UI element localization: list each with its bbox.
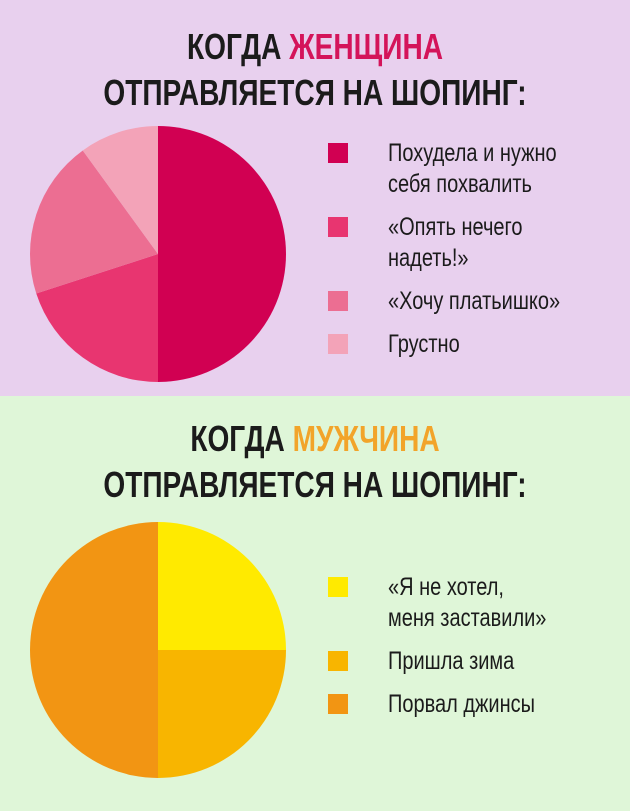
title-highlight: ЖЕНЩИНА	[289, 26, 444, 67]
pie-slice	[30, 522, 158, 778]
legend-label: Грустно	[388, 330, 460, 358]
pie-slice	[82, 126, 158, 254]
legend-swatch	[328, 694, 348, 714]
legend-label: «Опять нечего надеть!»	[388, 213, 523, 272]
legend-item: «Хочу платьишко»	[328, 286, 630, 317]
legend-item: «Опять нечего надеть!»	[328, 212, 630, 274]
pie-chart	[30, 522, 286, 778]
legend-label: Похудела и нужно себя похвалить	[388, 139, 557, 198]
legend: Похудела и нужно себя похвалить «Опять н…	[328, 138, 630, 372]
pie-slice	[29, 150, 158, 294]
legend-item: Пришла зима	[328, 646, 630, 677]
title-suffix: ОТПРАВЛЯЕТСЯ НА ШОПИНГ:	[103, 464, 527, 505]
legend-label: «Я не хотел, меня заставили»	[388, 573, 547, 632]
chart-title: КОГДА МУЖЧИНА ОТПРАВЛЯЕТСЯ НА ШОПИНГ:	[69, 416, 560, 508]
pie-chart	[29, 126, 286, 382]
legend-swatch	[328, 334, 348, 354]
legend-swatch	[328, 217, 348, 237]
title-highlight: МУЖЧИНА	[292, 418, 440, 459]
pie-slice	[158, 126, 286, 382]
men-panel: КОГДА МУЖЧИНА ОТПРАВЛЯЕТСЯ НА ШОПИНГ: «Я…	[0, 396, 630, 811]
legend: «Я не хотел, меня заставили» Пришла зима…	[328, 572, 630, 732]
legend-item: «Я не хотел, меня заставили»	[328, 572, 630, 634]
legend-swatch	[328, 577, 348, 597]
title-suffix: ОТПРАВЛЯЕТСЯ НА ШОПИНГ:	[103, 72, 527, 113]
women-panel: КОГДА ЖЕНЩИНА ОТПРАВЛЯЕТСЯ НА ШОПИНГ: По…	[0, 0, 630, 396]
pie-slice	[158, 650, 286, 778]
legend-item: Порвал джинсы	[328, 689, 630, 720]
legend-swatch	[328, 143, 348, 163]
legend-item: Грустно	[328, 329, 630, 360]
legend-swatch	[328, 291, 348, 311]
legend-label: Пришла зима	[388, 647, 515, 675]
legend-swatch	[328, 651, 348, 671]
title-prefix: КОГДА	[190, 418, 293, 459]
title-prefix: КОГДА	[186, 26, 290, 67]
pie-slice	[158, 522, 286, 650]
legend-label: «Хочу платьишко»	[388, 287, 561, 315]
legend-label: Порвал джинсы	[388, 690, 536, 718]
chart-title: КОГДА ЖЕНЩИНА ОТПРАВЛЯЕТСЯ НА ШОПИНГ:	[69, 24, 560, 116]
pie-slice	[36, 254, 158, 382]
legend-item: Похудела и нужно себя похвалить	[328, 138, 630, 200]
